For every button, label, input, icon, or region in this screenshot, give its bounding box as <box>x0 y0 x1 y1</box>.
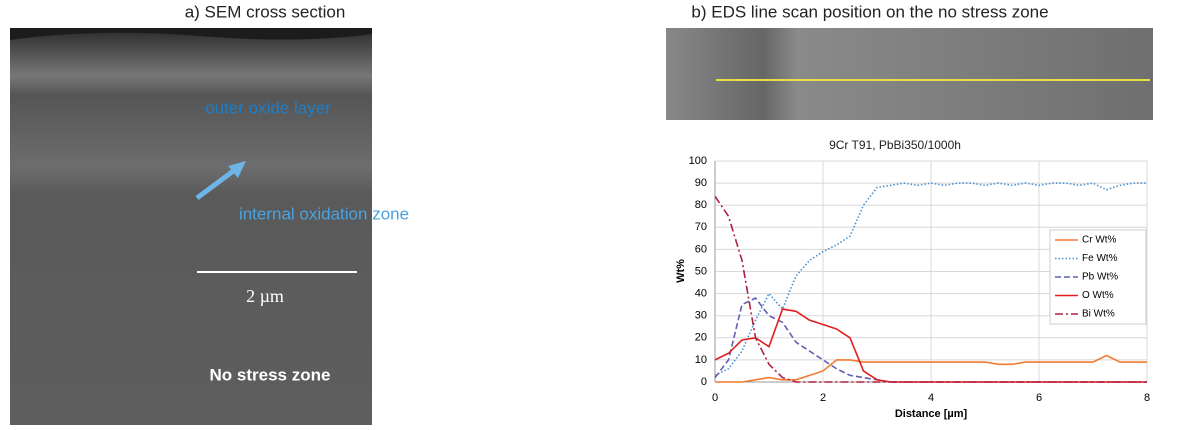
legend-label: Cr Wt% <box>1082 235 1117 246</box>
y-tick-label: 100 <box>689 155 707 167</box>
annotation: outer oxide layer <box>205 98 331 117</box>
y-tick-label: 40 <box>695 288 707 300</box>
y-tick-label: 50 <box>695 265 707 277</box>
x-tick-label: 0 <box>712 392 718 404</box>
legend-label: Bi Wt% <box>1082 309 1115 320</box>
x-axis-label: Distance [µm] <box>895 408 968 420</box>
y-tick-label: 90 <box>695 177 707 189</box>
y-tick-label: 80 <box>695 199 707 211</box>
annotation: internal oxidation zone <box>239 204 409 223</box>
annotation: No stress zone <box>210 365 331 384</box>
sem-strip <box>666 28 1153 120</box>
figure: a) SEM cross section b) EDS line scan po… <box>0 0 1203 425</box>
y-tick-label: 70 <box>695 221 707 233</box>
panel-title: b) EDS line scan position on the no stre… <box>691 2 1048 21</box>
x-tick-label: 8 <box>1144 392 1150 404</box>
x-tick-label: 2 <box>820 392 826 404</box>
x-tick-label: 4 <box>928 392 934 404</box>
legend-label: O Wt% <box>1082 290 1114 301</box>
y-tick-label: 0 <box>701 376 707 388</box>
y-axis-label: Wt% <box>675 259 687 283</box>
y-tick-label: 20 <box>695 332 707 344</box>
scale-label: 2 µm <box>246 286 284 306</box>
panel-title: a) SEM cross section <box>185 2 346 21</box>
y-tick-label: 10 <box>695 354 707 366</box>
legend-label: Pb Wt% <box>1082 272 1118 283</box>
x-tick-label: 6 <box>1036 392 1042 404</box>
y-tick-label: 30 <box>695 310 707 322</box>
legend-label: Fe Wt% <box>1082 253 1118 264</box>
chart-title: 9Cr T91, PbBi350/1000h <box>829 138 961 152</box>
y-tick-label: 60 <box>695 243 707 255</box>
